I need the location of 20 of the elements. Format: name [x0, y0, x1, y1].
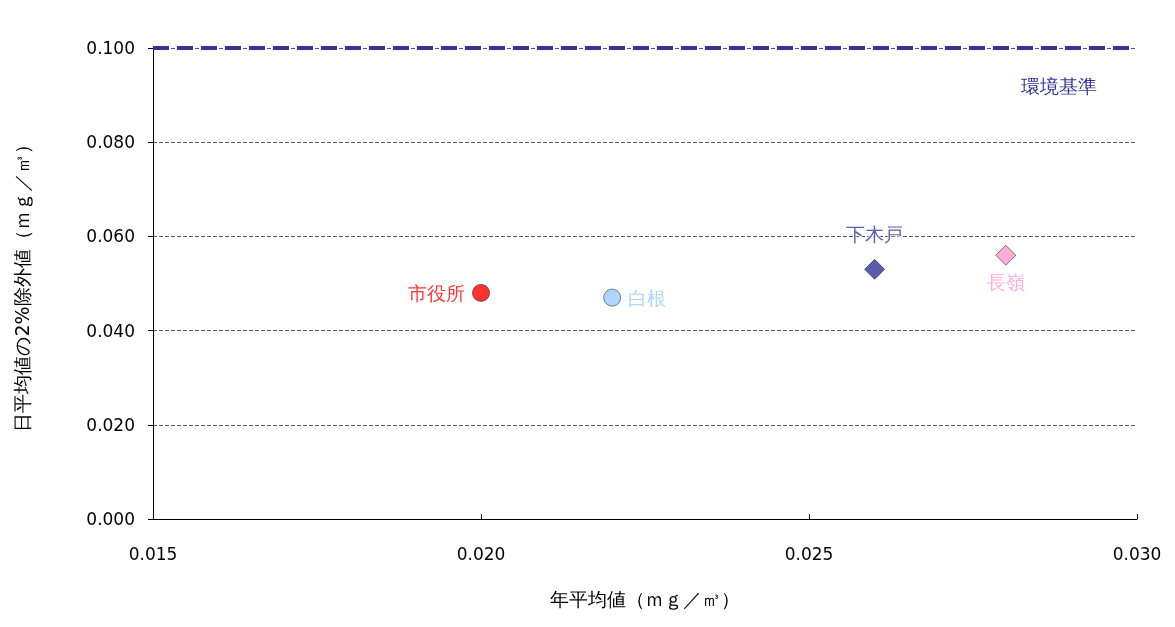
series-label: 市役所	[408, 281, 466, 304]
y-tick-label: 0.040	[86, 320, 135, 341]
x-tick-label: 0.030	[1112, 543, 1162, 564]
x-tick-label: 0.015	[128, 543, 178, 564]
series-label: 白根	[628, 286, 666, 309]
y-tick-label: 0.020	[86, 414, 135, 435]
y-tick-label: 0.000	[86, 509, 135, 529]
point	[995, 244, 1017, 266]
x-axis-title: 年平均値（ｍｇ／㎥）	[550, 587, 740, 610]
y-axis-title: 日平均値の2%除外値（ｍｇ／㎥）	[10, 135, 33, 432]
ref-line-label: 環境基準	[1021, 74, 1097, 97]
point	[864, 259, 885, 280]
y-tick-label: 0.100	[86, 38, 135, 58]
y-tick-label: 0.080	[86, 132, 135, 153]
x-tick-label: 0.025	[784, 543, 834, 564]
y-tick-label: 0.060	[86, 226, 135, 247]
series-label: 長嶺	[986, 271, 1025, 294]
x-tick-label: 0.020	[456, 543, 506, 564]
point	[603, 288, 621, 307]
point	[472, 284, 490, 302]
